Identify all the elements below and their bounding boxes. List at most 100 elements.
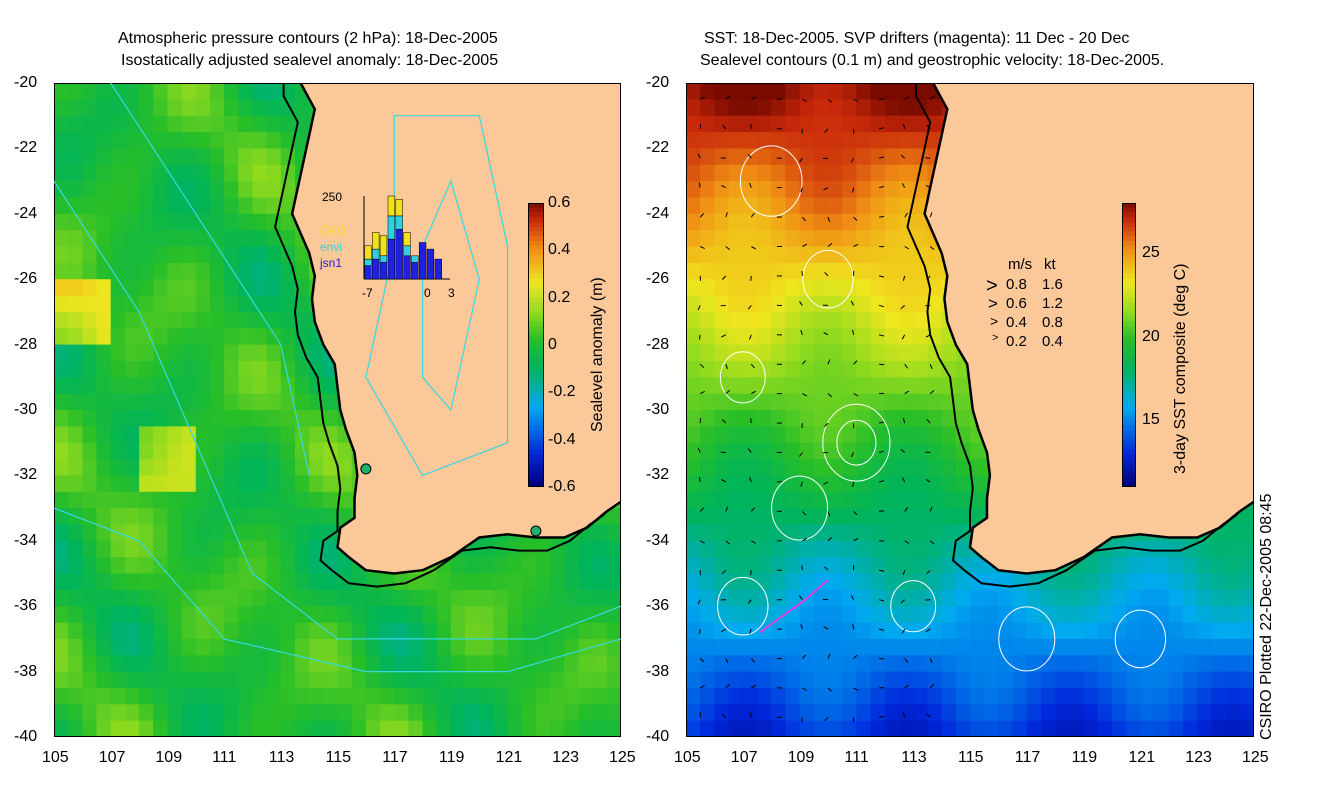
colorbar-swatch [528, 307, 544, 313]
inset-bar-jsn1-5 [403, 255, 411, 280]
velocity-legend-arrow: > [986, 275, 998, 297]
velocity-arrow [878, 450, 885, 453]
inset-bar-jsn1-0 [364, 265, 372, 280]
colorbar-swatch [528, 297, 544, 303]
x-tick: 113 [901, 749, 927, 766]
velocity-arrow [721, 479, 727, 483]
colorbar-swatch [1122, 444, 1136, 450]
velocity-arrow [801, 423, 803, 429]
y-tick: -26 [14, 270, 38, 288]
x-tick: 123 [1185, 749, 1212, 766]
velocity-arrow [904, 658, 909, 663]
velocity-arrow [878, 480, 885, 483]
velocity-arrow [699, 213, 705, 218]
colorbar-swatch [528, 425, 544, 431]
velocity-arrow [802, 98, 808, 103]
velocity-arrow [852, 187, 855, 193]
velocity-arrow [827, 511, 831, 517]
velocity-arrow [904, 212, 908, 218]
colorbar-swatch [528, 231, 544, 237]
colorbar-swatch [1122, 321, 1136, 327]
colorbar-swatch [1122, 453, 1136, 460]
colorbar-tick: -0.6 [548, 478, 576, 495]
velocity-arrow [827, 393, 833, 398]
velocity-arrow [802, 511, 807, 516]
velocity-arrow [850, 300, 855, 306]
velocity-arrow [721, 184, 727, 189]
velocity-arrow [697, 305, 701, 311]
velocity-legend-kt-header: kt [1044, 256, 1056, 273]
colorbar-tick: 25 [1142, 244, 1160, 262]
velocity-arrow [721, 713, 727, 718]
y-tick: -40 [14, 728, 38, 745]
colorbar-swatch [1122, 269, 1136, 275]
inset-legend-gfo: GFO [320, 224, 346, 238]
colorbar-swatch [1122, 203, 1136, 209]
velocity-arrow [799, 157, 803, 163]
colorbar-swatch [1122, 368, 1136, 374]
velocity-arrow [878, 334, 885, 337]
velocity-arrow [725, 540, 730, 545]
velocity-arrow [926, 569, 931, 575]
velocity-arrow [904, 540, 910, 544]
pressure-contour-3 [365, 115, 509, 477]
velocity-arrow [802, 654, 807, 659]
colorbar-swatch [1122, 288, 1136, 294]
sst-colorbar-label: 3-day SST composite (deg C) [1172, 263, 1189, 474]
left-title-line1: Atmospheric pressure contours (2 hPa): 1… [118, 30, 498, 47]
colorbar-swatch [528, 245, 544, 251]
colorbar-swatch [1122, 482, 1136, 487]
velocity-arrow [827, 98, 833, 103]
colorbar-swatch [528, 311, 544, 318]
velocity-arrow [750, 418, 752, 424]
colorbar-swatch [528, 226, 544, 232]
pressure-contour-4 [422, 179, 480, 412]
colorbar-swatch [528, 434, 544, 441]
velocity-arrow [904, 390, 910, 395]
coastline [923, 83, 1254, 575]
velocity-arrow [721, 275, 727, 280]
velocity-arrow [725, 364, 728, 370]
colorbar-swatch [528, 264, 544, 270]
velocity-arrow [824, 422, 829, 427]
inset-bar-jsn1-1 [372, 258, 380, 280]
velocity-arrow [929, 540, 935, 545]
tide-gauge-station-0 [360, 463, 372, 475]
velocity-arrow [721, 569, 727, 575]
colorbar-swatch [528, 340, 544, 346]
x-tick: 123 [552, 749, 579, 766]
colorbar-swatch [1122, 363, 1136, 370]
velocity-arrow [900, 305, 906, 310]
velocity-arrow [904, 246, 910, 250]
colorbar-swatch [1122, 406, 1136, 412]
velocity-arrow [827, 687, 832, 692]
velocity-arrow [827, 537, 833, 542]
colorbar-swatch [1122, 316, 1136, 322]
shelf-contour [906, 83, 1238, 588]
velocity-arrow [751, 246, 756, 250]
colorbar-swatch [1122, 297, 1136, 303]
pressure-contour-1 [54, 507, 621, 673]
y-tick: -38 [14, 662, 38, 680]
colorbar-swatch [1122, 326, 1136, 332]
colorbar-swatch [528, 349, 544, 355]
colorbar-swatch [528, 472, 544, 479]
colorbar-swatch [1122, 477, 1136, 483]
colorbar-swatch [528, 283, 544, 289]
velocity-arrow [900, 448, 906, 453]
velocity-arrow [902, 275, 906, 281]
velocity-arrow [800, 329, 803, 335]
plot-frame [54, 83, 621, 737]
inset-bar-envi-4 [395, 215, 403, 230]
colorbar-swatch [528, 411, 544, 417]
velocity-legend-ms: 0.8 [1006, 276, 1027, 293]
colorbar-swatch [528, 269, 544, 275]
x-tick: 109 [155, 749, 183, 766]
velocity-arrow [802, 537, 808, 542]
velocity-arrow [852, 481, 855, 487]
sealevel-contour-1 [836, 419, 877, 466]
velocity-arrow [750, 363, 755, 369]
colorbar-swatch [1122, 468, 1136, 474]
left-title-line2: Isostatically adjusted sealevel anomaly:… [121, 52, 499, 69]
shelf-contour [274, 83, 605, 588]
